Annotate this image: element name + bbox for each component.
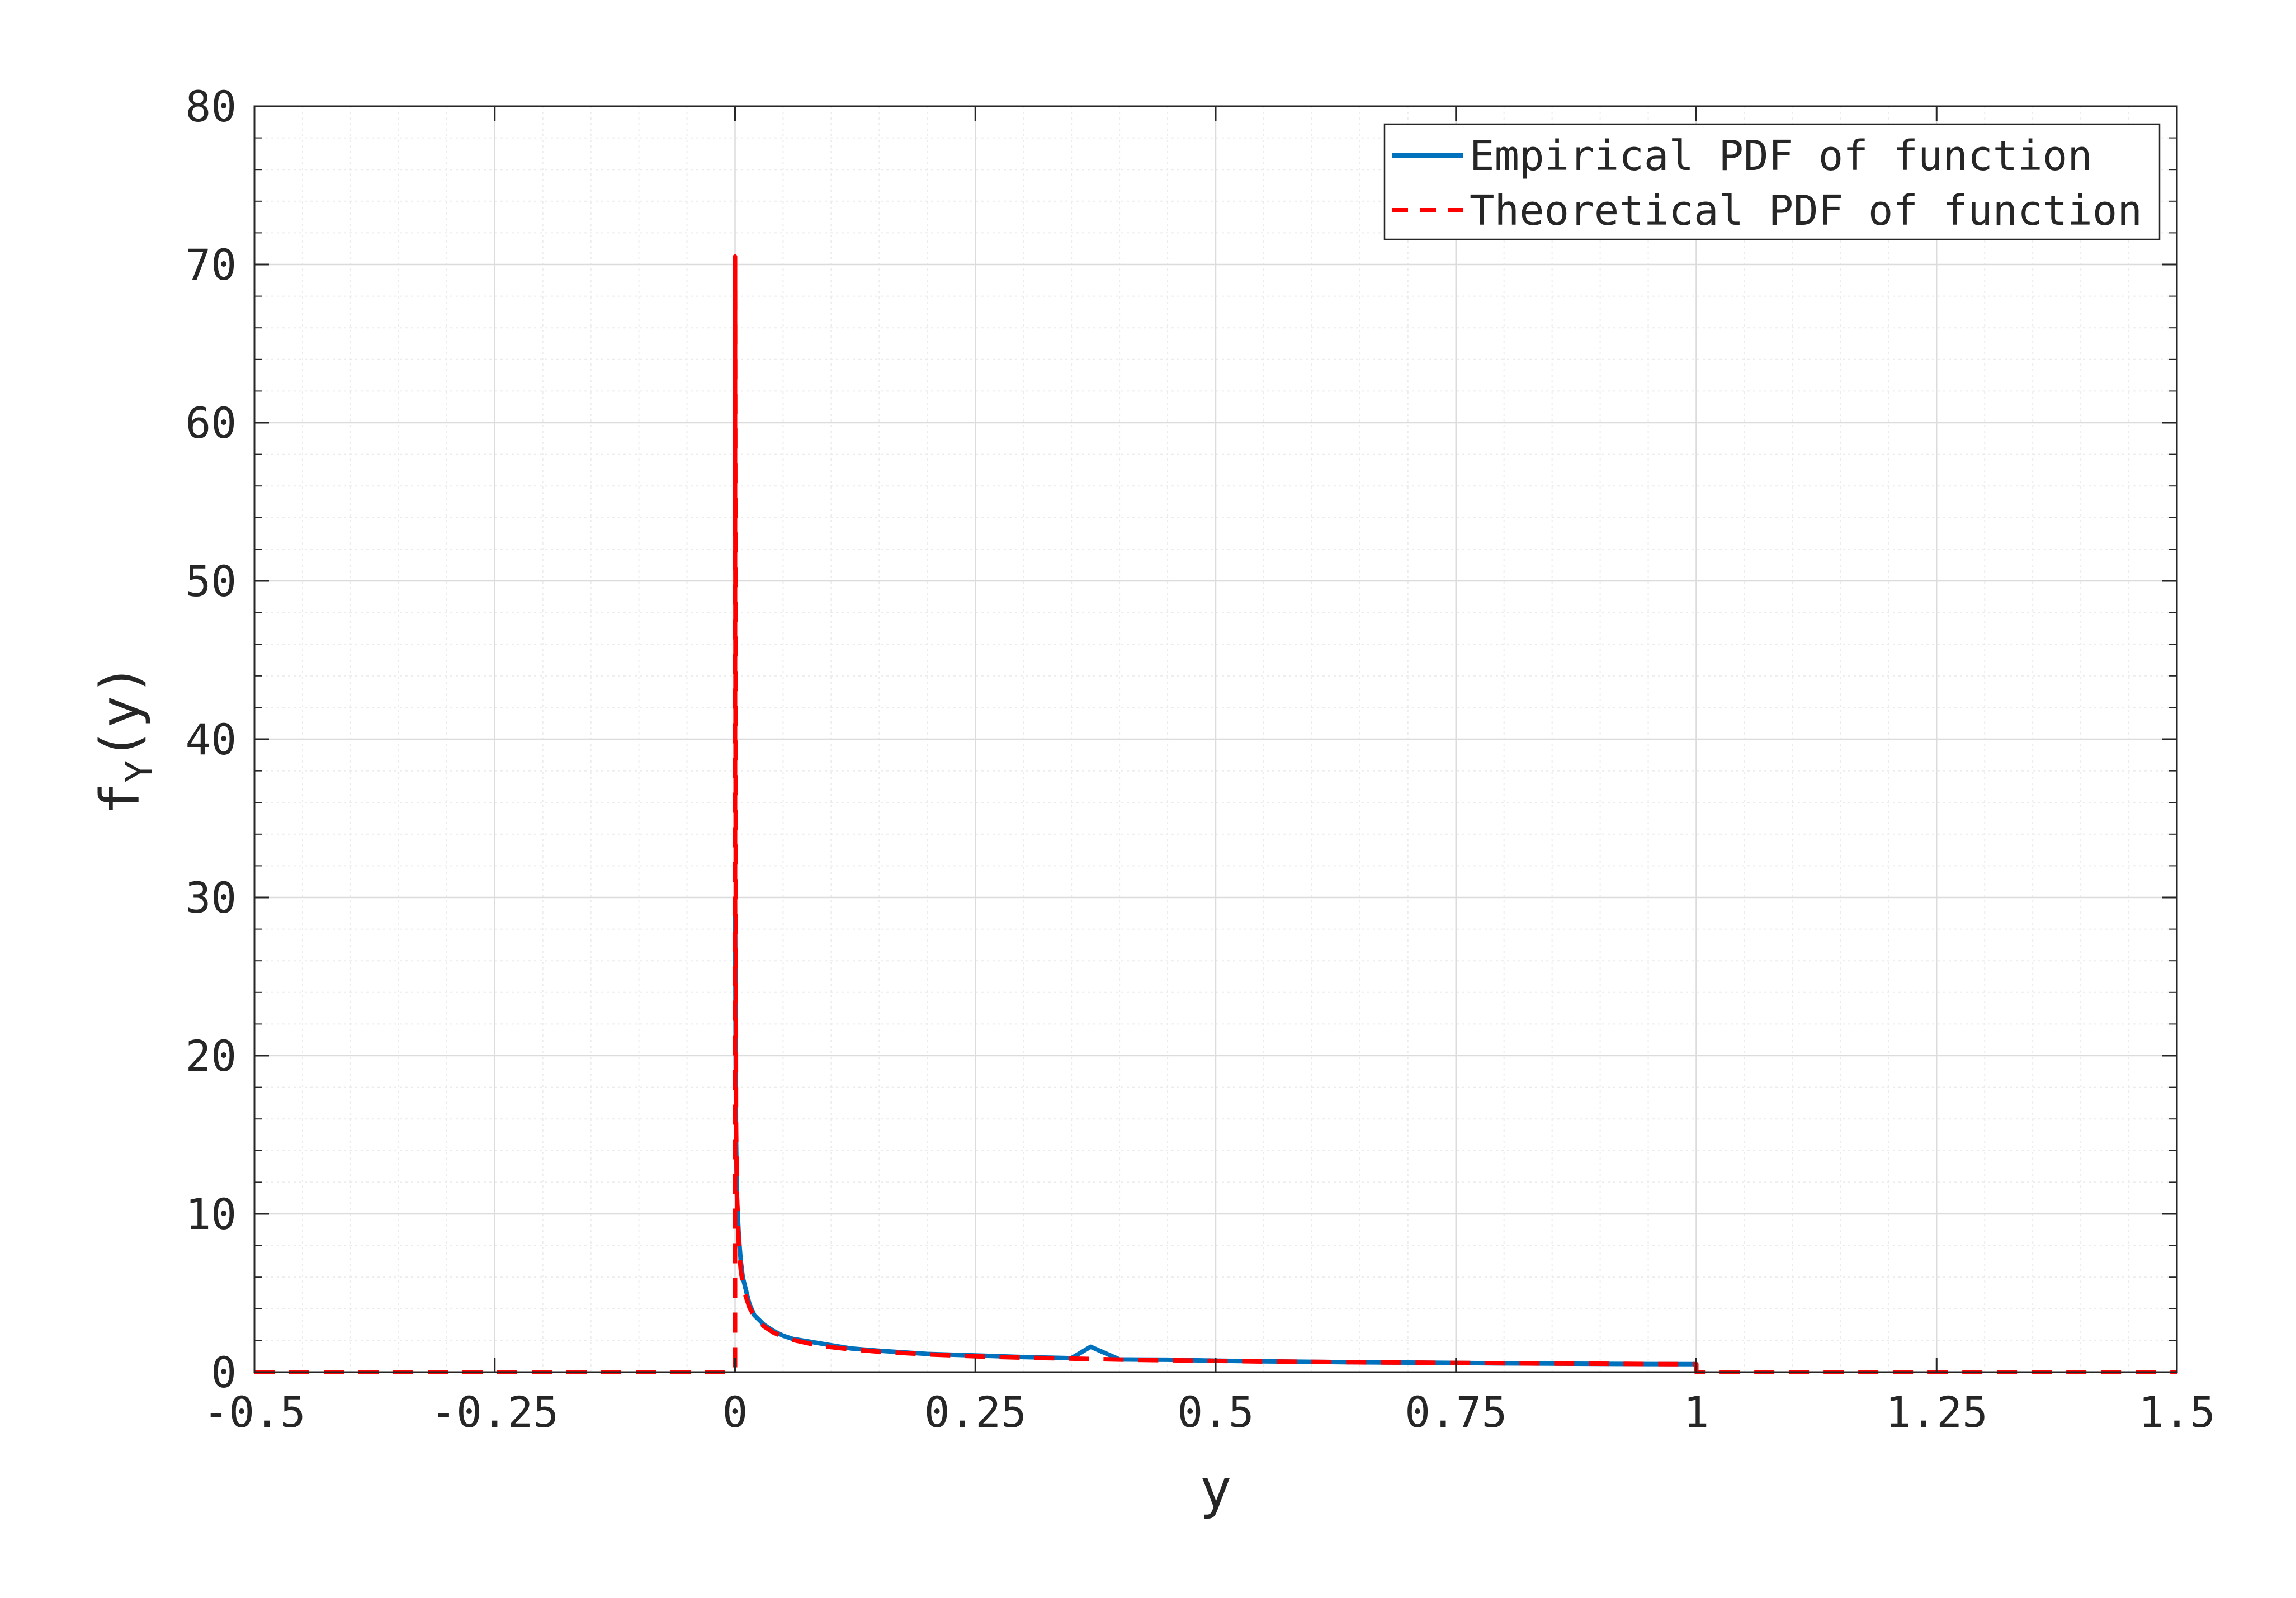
series-line-theoretical bbox=[254, 254, 2177, 1374]
y-tick-labels: 0 10 20 30 40 50 60 70 80 bbox=[185, 82, 237, 1397]
y-axis-label: fY(y) bbox=[89, 664, 161, 815]
x-tick-label: -0.25 bbox=[431, 1387, 559, 1437]
y-tick-label: 40 bbox=[185, 715, 237, 764]
y-tick-label: 10 bbox=[185, 1189, 237, 1239]
x-axis-label: y bbox=[1199, 1458, 1232, 1520]
x-tick-label: 0.25 bbox=[924, 1387, 1027, 1437]
x-tick-label: 0.75 bbox=[1405, 1387, 1507, 1437]
y-tick-label: 80 bbox=[185, 82, 237, 131]
x-tick-labels: -0.5 -0.25 0 0.25 0.5 0.75 1 1.25 1.5 bbox=[203, 1387, 2215, 1437]
x-tick-label: 0.5 bbox=[1177, 1387, 1254, 1437]
legend-box bbox=[1383, 123, 2161, 240]
y-tick-label: 0 bbox=[211, 1348, 237, 1397]
y-tick-label: 20 bbox=[185, 1031, 237, 1081]
series-layer bbox=[254, 254, 2177, 1374]
x-tick-label: 1.5 bbox=[2138, 1387, 2215, 1437]
legend-label-theoretical: Theoretical PDF of function bbox=[1470, 187, 2142, 235]
x-tick-label: 1.25 bbox=[1886, 1387, 1988, 1437]
legend: Empirical PDF of function Theoretical PD… bbox=[1383, 123, 2161, 240]
y-tick-label: 30 bbox=[185, 873, 237, 923]
x-tick-label: -0.5 bbox=[203, 1387, 305, 1437]
y-tick-label: 70 bbox=[185, 240, 237, 290]
x-tick-label: 0 bbox=[722, 1387, 748, 1437]
y-tick-label: 60 bbox=[185, 398, 237, 448]
y-axis-label-subscript: Y bbox=[118, 760, 161, 783]
y-axis-label-main: f bbox=[89, 783, 152, 815]
x-tick-label: 1 bbox=[1684, 1387, 1709, 1437]
svg-text:fY(y): fY(y) bbox=[89, 664, 161, 815]
y-tick-label: 50 bbox=[185, 556, 237, 606]
legend-label-empirical: Empirical PDF of function bbox=[1470, 132, 2092, 180]
axis-ticks bbox=[253, 105, 2178, 1373]
y-axis-label-argument: (y) bbox=[89, 664, 152, 760]
